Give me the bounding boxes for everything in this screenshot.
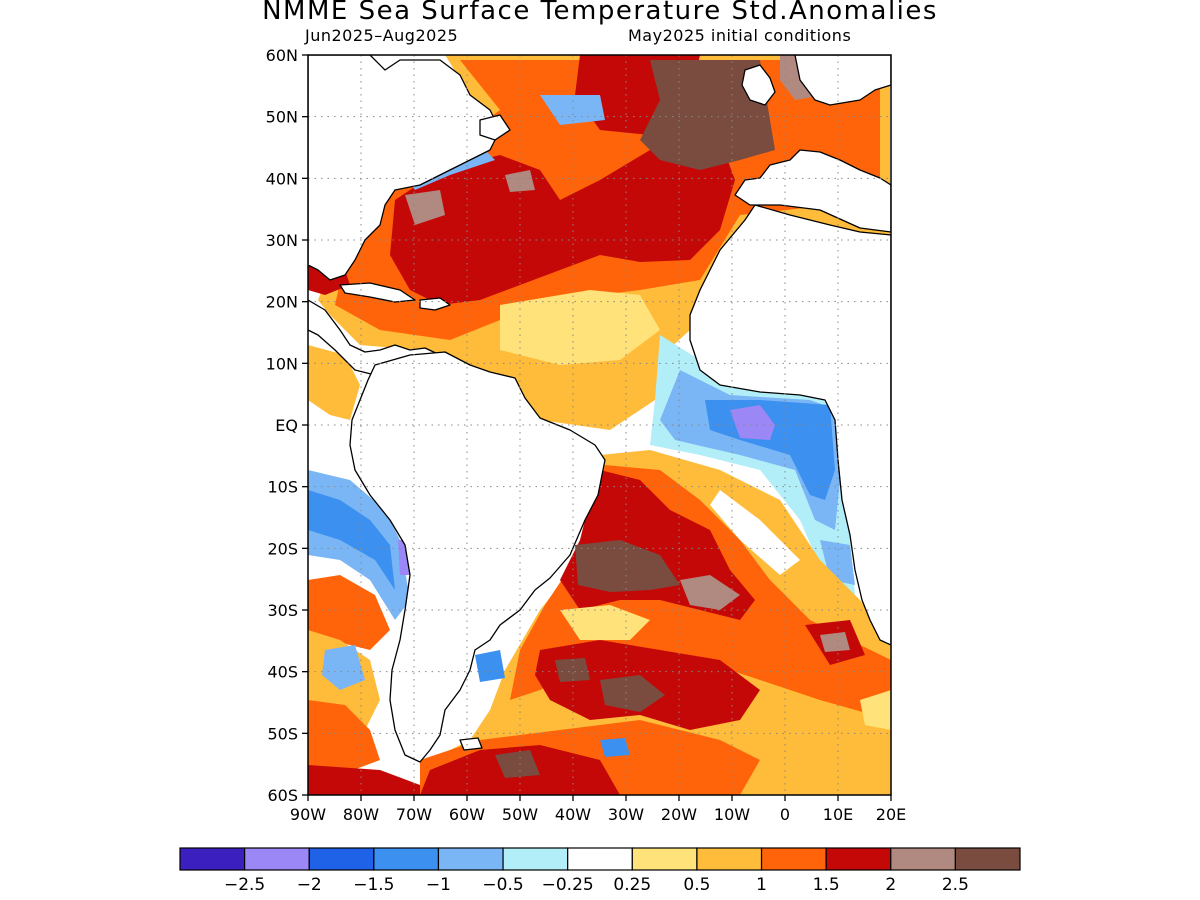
colorbar-swatch [373, 847, 440, 871]
lat-tick-label: 30N [266, 231, 298, 250]
lat-tick-label: 60N [266, 46, 298, 65]
lat-tick-label: 20N [266, 293, 298, 312]
falklands-land [459, 737, 483, 751]
anomaly-patch [308, 700, 380, 775]
lat-tick-label: 20S [267, 539, 298, 558]
british-isles-land [741, 64, 776, 106]
anomaly-patch [730, 405, 775, 440]
lon-tick-label: 10E [823, 805, 853, 824]
lon-tick-label: 90W [290, 805, 326, 824]
colorbar-label: 1 [756, 875, 767, 895]
longitude-axis: 90W 80W 70W 60W 50W 40W 30W 20W 10W 0 10E 20E [290, 795, 906, 824]
lon-tick-label: 40W [555, 805, 591, 824]
colorbar-swatch [696, 847, 763, 871]
anomaly-patch [405, 190, 445, 225]
lon-tick-label: 0 [780, 805, 790, 824]
colorbar-label: 2 [885, 875, 896, 895]
anomaly-patch [495, 750, 540, 778]
lon-tick-label: 70W [396, 805, 432, 824]
lat-tick-label: EQ [275, 416, 298, 435]
colorbar-swatch [244, 847, 310, 871]
anomaly-patch [308, 490, 395, 590]
colorbar-label: −2.5 [224, 875, 265, 895]
colorbar-swatch [890, 847, 956, 871]
anomaly-patch [680, 575, 740, 610]
colorbar-label: −1.5 [353, 875, 394, 895]
colorbar-label: −0.5 [482, 875, 523, 895]
lat-tick-label: 40N [266, 169, 298, 188]
lat-tick-label: 10N [266, 354, 298, 373]
colorbar-swatch [567, 847, 633, 871]
colorbar: −2.5 −2 −1.5 −1 −0.5 −0.25 0.25 0.5 1 1.5 2 2.5 [179, 847, 1021, 895]
forecast-period: Jun2025–Aug2025 [305, 26, 459, 45]
lon-tick-label: 60W [449, 805, 485, 824]
lon-tick-label: 10W [714, 805, 750, 824]
anomaly-patch [505, 170, 535, 192]
lon-tick-label: 30W [608, 805, 644, 824]
initial-conditions: May2025 initial conditions [628, 26, 852, 45]
anomaly-patch [640, 60, 775, 170]
lat-tick-label: 60S [267, 786, 298, 805]
colorbar-swatch [437, 847, 504, 871]
colorbar-label: −2 [297, 875, 322, 895]
colorbar-swatch [308, 847, 375, 871]
anomaly-patch [860, 690, 891, 730]
anomaly-patch [560, 605, 650, 640]
lon-tick-label: 80W [343, 805, 379, 824]
europe-land [734, 149, 891, 233]
hispaniola-land [419, 297, 451, 311]
colorbar-swatch [179, 847, 246, 871]
colorbar-swatch [631, 847, 698, 871]
anomaly-patch [390, 140, 735, 305]
plot-area [308, 55, 891, 795]
europe-north-land [794, 55, 891, 106]
lon-tick-label: 50W [502, 805, 538, 824]
lat-tick-label: 10S [267, 478, 298, 497]
colorbar-swatch [760, 847, 827, 871]
anomaly-patch [322, 645, 365, 690]
lon-tick-label: 20E [876, 805, 906, 824]
anomaly-patch [540, 95, 605, 125]
newfoundland-land [479, 114, 511, 141]
latitude-axis: 60N 50N 40N 30N 20N 10N EQ 10S 20S 30S 40S 50S 60S [266, 46, 308, 805]
colorbar-label: −1 [426, 875, 451, 895]
map-title: NMME Sea Surface Temperature Std.Anomali… [262, 0, 938, 26]
colorbar-swatch [502, 847, 569, 871]
colorbar-label: 0.25 [613, 875, 651, 895]
africa-land [689, 204, 891, 646]
anomaly-patch [475, 650, 505, 682]
colorbar-swatch [954, 847, 1021, 871]
anomaly-patch [575, 540, 680, 592]
cuba-land [339, 282, 416, 303]
anomaly-patch [600, 738, 630, 757]
anomaly-patch [600, 675, 665, 712]
lat-tick-label: 40S [267, 663, 298, 682]
anomaly-patch [500, 290, 660, 365]
north-america-land [308, 55, 501, 281]
lat-tick-label: 50N [266, 108, 298, 127]
lat-tick-label: 50S [267, 724, 298, 743]
colorbar-label: −0.25 [542, 875, 594, 895]
lat-tick-label: 30S [267, 601, 298, 620]
colorbar-swatch [825, 847, 892, 871]
colorbar-label: 1.5 [813, 875, 840, 895]
colorbar-label: 2.5 [942, 875, 969, 895]
anomaly-patch [308, 765, 420, 795]
lon-tick-label: 20W [661, 805, 697, 824]
anomaly-patch [308, 575, 390, 650]
colorbar-label: 0.5 [683, 875, 710, 895]
anomaly-patch [555, 658, 590, 682]
anomaly-patch [820, 632, 850, 652]
